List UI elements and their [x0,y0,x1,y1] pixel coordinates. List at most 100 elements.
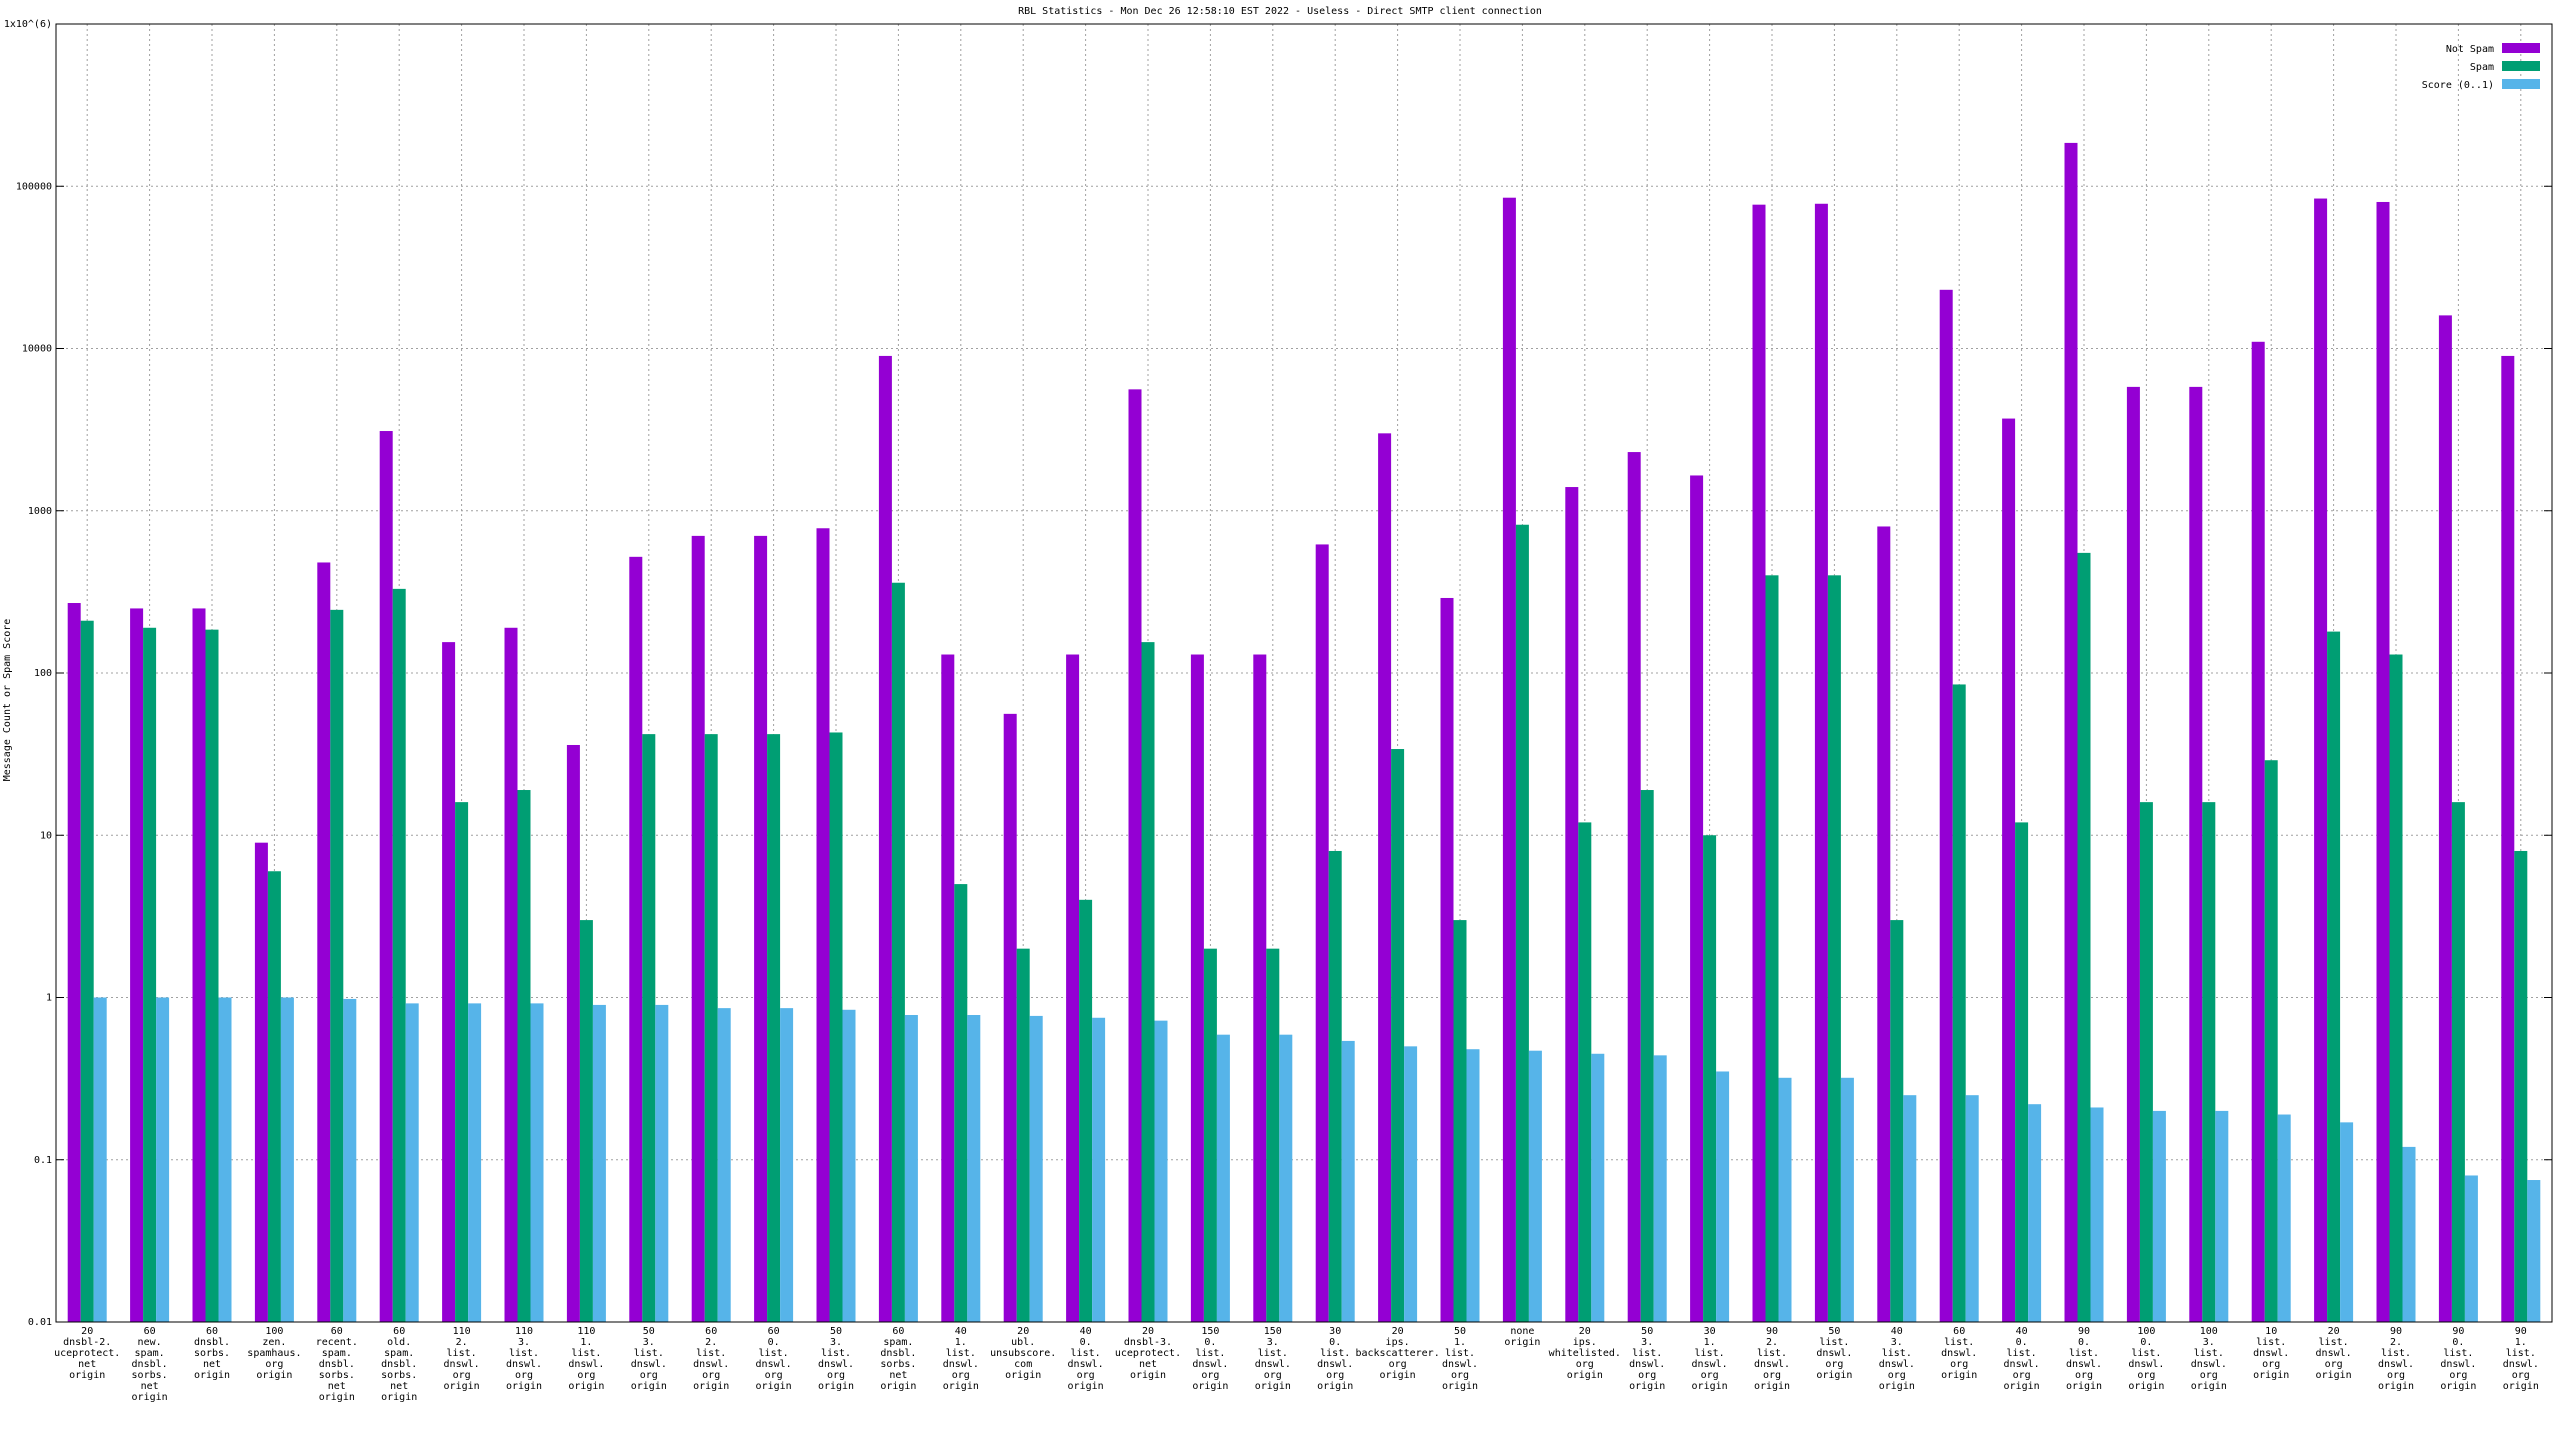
x-tick-label-line: 60 [206,1326,218,1337]
x-tick-label-line: sorbs. [319,1370,355,1381]
x-tick-label: 50 3. list. dnswl. org origin [818,1326,854,1392]
x-tick-label-line: 60 [393,1326,405,1337]
bar [1653,1055,1667,1322]
x-tick-label-line: origin [1442,1381,1478,1392]
x-tick-label-line: origin [2253,1370,2289,1381]
x-tick-label: 90 2. list. dnswl. org origin [1754,1326,1790,1392]
x-tick-label-line: sorbs. [381,1370,417,1381]
bar [2152,1110,2166,1322]
bar [1391,749,1405,1322]
x-tick-label: 20 ips. whitelisted. org origin [1549,1326,1621,1381]
x-tick-label-line: org [2200,1370,2218,1381]
x-tick-label-line: list. [447,1348,477,1359]
x-tick-label-line: net [203,1359,221,1370]
bar [2202,802,2216,1322]
bar [2314,198,2328,1323]
bar [517,790,531,1322]
bar [767,734,781,1322]
x-tick-label-line: dnsbl-3. [1124,1337,1172,1348]
chart-title: RBL Statistics - Mon Dec 26 12:58:10 EST… [1018,6,1542,17]
x-tick-label: 110 1. list. dnswl. org origin [568,1326,604,1392]
x-tick-label-line: com [1014,1359,1032,1370]
bar [1378,433,1392,1323]
bar [2090,1107,2104,1322]
bar [904,1015,918,1322]
x-tick-label: none origin [1504,1326,1540,1348]
bar [80,620,94,1322]
x-tick-label-line: zen. [262,1337,286,1348]
bar [1092,1017,1106,1322]
bar [691,535,705,1322]
x-tick-label-line: org [1763,1370,1781,1381]
x-tick-label-line: 60 [1953,1326,1965,1337]
x-tick-label-line: dnsbl. [880,1348,916,1359]
bar [891,582,905,1322]
x-tick-label-line: list. [2131,1348,2161,1359]
x-tick-label-line: origin [1816,1370,1852,1381]
legend-label: Not Spam [2446,44,2494,55]
x-tick-label-line: dnswl. [2440,1359,2476,1370]
legend-swatch [2502,79,2540,89]
bar [2376,201,2390,1323]
bar [2464,1175,2478,1322]
x-tick-label-line: list. [1258,1348,1288,1359]
x-tick-label-line: 3. [1641,1337,1653,1348]
x-tick-label-line: origin [1005,1370,1041,1381]
bar [468,1003,482,1322]
bar [2251,341,2265,1322]
x-tick-label: 40 0. list. dnswl. org origin [2004,1326,2040,1392]
bar [1190,654,1204,1322]
x-tick-label-line: 60 [892,1326,904,1337]
x-tick-label-line: dnswl. [2503,1359,2539,1370]
x-tick-label: 30 1. list. dnswl. org origin [1692,1326,1728,1392]
x-tick-label-line: 90 [2515,1326,2527,1337]
bar [67,603,81,1322]
x-tick-label-line: list. [759,1348,789,1359]
x-tick-label-line: 90 [2078,1326,2090,1337]
x-tick-label: 60 spam. dnsbl. sorbs. net origin [880,1326,916,1392]
x-tick-label-line: org [952,1370,970,1381]
x-tick-label: 150 0. list. dnswl. org origin [1192,1326,1228,1392]
bar [566,744,580,1322]
x-tick-label: 60 0. list. dnswl. org origin [756,1326,792,1392]
bar [829,732,843,1322]
bar [192,608,206,1322]
x-tick-label-line: 1. [1704,1337,1716,1348]
bar [254,842,268,1322]
bar [717,1008,731,1322]
x-tick-label-line: ips. [1386,1337,1410,1348]
x-tick-label-line: 1. [2515,1337,2527,1348]
x-tick-label-line: dnswl. [631,1359,667,1370]
x-tick-label-line: dnswl. [1442,1359,1478,1370]
x-tick-label-line: org [2449,1370,2467,1381]
x-tick-label-line: org [1638,1370,1656,1381]
x-tick-label-line: 110 [577,1326,595,1337]
bar [642,734,656,1322]
bar [592,1004,606,1322]
x-tick-label-line: list. [1632,1348,1662,1359]
bar [205,629,219,1322]
x-tick-label-line: 90 [2390,1326,2402,1337]
bar [1716,1071,1730,1322]
x-tick-label-line: spam. [883,1337,913,1348]
x-tick-label-line: list. [1882,1348,1912,1359]
x-tick-label-line: 0. [1329,1337,1341,1348]
bar [579,920,593,1322]
x-tick-label-line: origin [1754,1381,1790,1392]
bar [2389,654,2403,1322]
x-tick-label-line: dnswl. [2066,1359,2102,1370]
x-tick-label-line: org [2512,1370,2530,1381]
bar [267,871,281,1322]
x-tick-label-line: list. [571,1348,601,1359]
bar [1752,204,1766,1323]
x-tick-label-line: origin [69,1370,105,1381]
x-tick-label-line: org [2325,1359,2343,1370]
bar [1404,1046,1418,1322]
x-tick-label-line: list. [1445,1348,1475,1359]
x-tick-label-line: 90 [2452,1326,2464,1337]
x-tick-label-line: origin [2191,1381,2227,1392]
bar [1627,452,1641,1322]
x-tick-label-line: new. [138,1337,162,1348]
y-tick-label: 0.01 [28,1317,52,1328]
x-tick-label-line: spam. [135,1348,165,1359]
